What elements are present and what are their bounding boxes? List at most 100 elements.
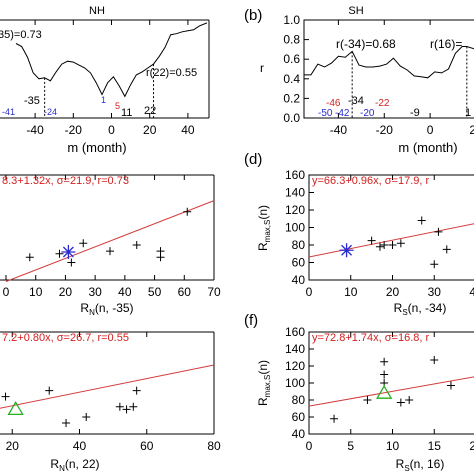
y-tick-label: 1.0 (283, 13, 300, 27)
panel-a-marker-1: 1 (101, 95, 106, 105)
panel-b-annotation-left: r(-34)=0.68 (336, 37, 396, 51)
scatter-point (79, 239, 88, 248)
scatter-point (67, 258, 76, 267)
x-tick-label: 20 (469, 439, 474, 453)
x-tick-label: 60 (140, 439, 154, 453)
panel-a-marker-neg41: -41 (2, 107, 15, 117)
panel-d-xlabel-main: R (394, 301, 403, 315)
panel-c: 8.3+1.32x, σ=21.9, r=0.73 0 10 20 30 40 50 60 7… (0, 174, 221, 317)
x-tick-label: -20 (376, 123, 394, 137)
panel-d-ylabel: Rmax,S(n) (256, 205, 272, 251)
x-tick-label: 30 (88, 285, 102, 299)
panel-d-fit-line (308, 223, 474, 258)
scatter-point (132, 241, 141, 249)
scatter-point (55, 249, 64, 258)
panel-b-marker-neg20: -20 (360, 108, 375, 119)
x-tick-label: 10 (386, 439, 400, 453)
panel-a-marker-22: 22 (144, 105, 156, 117)
scatter-point (405, 396, 414, 404)
panel-b-frame (303, 19, 474, 119)
panel-f-fit-line (308, 376, 474, 407)
panel-e-ticks (11, 332, 215, 434)
panel-f-ticks (308, 331, 435, 435)
y-tick-label: 140 (285, 342, 305, 356)
panel-a-marker-neg24: -24 (44, 107, 57, 117)
panel-b-xlabel: m (month) (398, 140, 457, 155)
x-tick-label: 40 (469, 285, 474, 299)
panel-f-xtick-labels: 0 5 10 15 20 (306, 439, 474, 453)
panel-b-xtick-labels: -40 -20 0 20 (330, 123, 474, 137)
scatter-point (430, 260, 439, 269)
panel-a-series-line (15, 22, 208, 98)
y-tick-label: 40 (292, 273, 306, 287)
panel-a-xlabel: m (month) (67, 140, 126, 155)
y-tick-label: 100 (285, 376, 305, 390)
y-tick-label: 160 (285, 168, 305, 182)
panel-a-title: NH (89, 5, 105, 17)
x-tick-label: 20 (143, 123, 157, 137)
panel-f: y=72.8+1.74x, σ=16.8, r 4060801001201401… (256, 325, 474, 473)
panel-d-ylabel-arg: (n) (256, 205, 270, 220)
scatter-point (129, 402, 138, 411)
panel-c-fit-line (5, 200, 215, 282)
scatter-point (82, 413, 91, 421)
panel-b-ytick-labels: 0.0 0.2 0.4 0.6 0.8 1.0 (283, 13, 300, 125)
panel-f-label: (f) (244, 312, 258, 329)
panel-d-xlabel-arg: (n, -34) (408, 301, 447, 315)
scatter-point (1, 392, 10, 401)
highlight-triangle-marker (7, 401, 24, 415)
scatter-point (25, 253, 34, 262)
scatter-point (380, 241, 389, 249)
panel-f-xlabel-arg: (n, 16) (410, 457, 445, 471)
panel-f-xlabel-main: R (396, 457, 405, 471)
panel-b-ylabel: r (260, 61, 264, 75)
panel-a-marker-5: 5 (115, 101, 120, 111)
x-tick-label: 20 (386, 285, 400, 299)
x-tick-label: 20 (59, 285, 73, 299)
x-tick-label: 5 (347, 439, 354, 453)
scatter-point (442, 245, 451, 254)
y-tick-label: 100 (285, 221, 305, 235)
panel-b-marker-neg22: -22 (375, 98, 390, 109)
panel-a-xtick-labels: -40 -20 0 20 40 (26, 123, 194, 137)
scatter-point (115, 402, 124, 411)
scatter-point (62, 418, 71, 427)
panel-e-fit-line (0, 364, 215, 409)
panel-d-ytick-labels: 40 60 80 100 120 140 160 (285, 168, 305, 287)
panel-c-xlabel-main: R (80, 301, 89, 315)
panel-b-series-line (304, 46, 474, 79)
scatter-point (122, 405, 131, 414)
x-tick-label: 0 (108, 123, 115, 137)
panel-b-marker-1: 1 (465, 107, 471, 119)
panel-d-label: (d) (244, 151, 262, 168)
x-tick-label: 0 (427, 123, 434, 137)
panel-b-title: SH (348, 5, 363, 17)
x-tick-label: 60 (178, 285, 192, 299)
x-tick-label: 30 (428, 285, 442, 299)
panel-a-annotation-left: 35)=0.73 (0, 29, 42, 41)
panel-b-ticks (304, 19, 431, 119)
x-tick-label: 70 (207, 285, 221, 299)
y-tick-label: 80 (292, 393, 306, 407)
scatter-point (396, 398, 405, 407)
panel-d-frame (308, 174, 474, 281)
scatter-point (363, 396, 372, 404)
panel-b-marker-neg46: -46 (326, 98, 341, 109)
y-tick-label: 60 (292, 410, 306, 424)
x-tick-label: 20 (469, 123, 474, 137)
y-tick-label: 0.0 (283, 111, 300, 125)
panel-e-xlabel: RN(n, 22) (50, 457, 99, 473)
y-tick-label: 80 (292, 238, 306, 252)
panel-b-label: (b) (244, 7, 262, 24)
panel-d-ylabel-sub: max,S (263, 220, 272, 243)
panel-b-marker-neg34: -34 (348, 95, 364, 107)
highlight-star-marker (61, 245, 76, 259)
y-tick-label: 0.6 (283, 52, 300, 66)
panel-d-xtick-labels: 0 10 20 30 40 (306, 285, 474, 299)
panel-b-vlines (351, 46, 468, 118)
panel-c-xlabel: RN(n, -35) (80, 301, 133, 317)
panel-a-ticks (34, 20, 189, 118)
x-tick-label: 40 (73, 439, 87, 453)
x-tick-label: 40 (118, 285, 132, 299)
panel-f-ylabel-main: R (256, 397, 270, 406)
